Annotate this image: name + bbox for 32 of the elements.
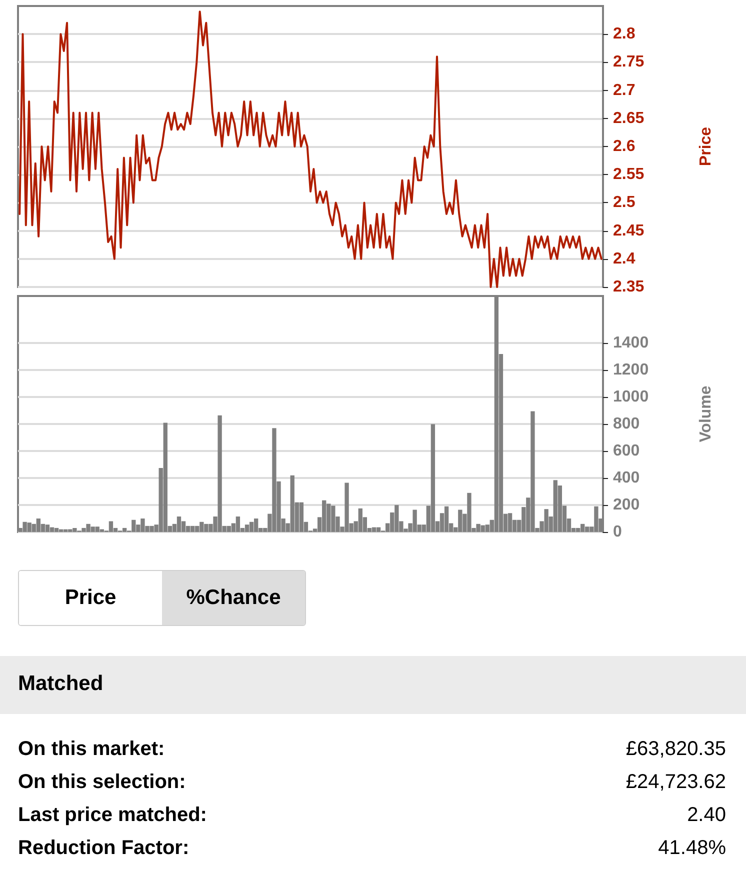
y-tick-label: 2.4 xyxy=(613,250,636,268)
text: £63,820.35 xyxy=(626,738,726,761)
y-tick-label: 2.7 xyxy=(613,82,636,99)
y-tick-label: 800 xyxy=(613,416,640,433)
text: %Chance xyxy=(186,586,281,610)
line-series xyxy=(18,10,602,288)
text: On this selection: xyxy=(18,771,186,794)
y-tick-label: 1200 xyxy=(613,362,649,379)
y-tick-label: 2.45 xyxy=(613,222,644,240)
text: On this market: xyxy=(18,738,165,761)
y-tick-label: 600 xyxy=(613,442,640,460)
y-tick-label: 2.6 xyxy=(613,138,636,155)
y-tick-label: 2.8 xyxy=(613,26,636,43)
y-axis-title: Volume xyxy=(698,386,714,442)
y-tick-label: 2.65 xyxy=(613,110,644,127)
y-tick-label: 2.55 xyxy=(613,166,644,184)
y-tick-label: 1400 xyxy=(613,334,649,352)
y-tick-label: 200 xyxy=(613,496,640,514)
text: £24,723.62 xyxy=(626,771,726,794)
y-tick-label: 400 xyxy=(613,470,640,487)
y-axis-title: Price xyxy=(698,126,714,166)
text: Price xyxy=(64,586,116,610)
text: 41.48% xyxy=(658,837,726,860)
text: Matched xyxy=(18,672,104,696)
text: 2.40 xyxy=(687,804,726,827)
y-tick-label: 0 xyxy=(613,524,622,540)
y-tick-label: 1000 xyxy=(613,388,649,406)
text: Last price matched: xyxy=(18,804,207,827)
y-tick-label: 2.5 xyxy=(613,194,636,212)
text: Reduction Factor: xyxy=(18,837,190,860)
y-tick-label: 2.35 xyxy=(613,278,644,296)
y-tick-label: 2.75 xyxy=(613,54,644,71)
